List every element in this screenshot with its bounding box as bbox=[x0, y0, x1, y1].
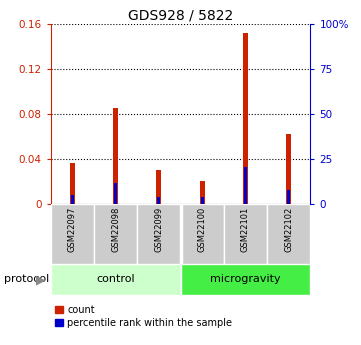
Bar bbox=[286, 134, 291, 204]
Bar bbox=[51, 264, 180, 295]
Text: GSM22097: GSM22097 bbox=[68, 207, 77, 252]
Bar bbox=[114, 184, 117, 204]
Bar bbox=[71, 195, 74, 204]
Bar bbox=[200, 181, 205, 204]
Text: GSM22098: GSM22098 bbox=[111, 207, 120, 252]
Bar bbox=[94, 204, 137, 264]
Bar bbox=[180, 204, 224, 264]
Text: GSM22102: GSM22102 bbox=[284, 207, 293, 252]
Bar bbox=[267, 204, 310, 264]
Text: protocol: protocol bbox=[4, 275, 49, 284]
Bar bbox=[51, 204, 94, 264]
Text: ▶: ▶ bbox=[36, 273, 45, 286]
Bar bbox=[243, 33, 248, 204]
Text: GDS928 / 5822: GDS928 / 5822 bbox=[128, 9, 233, 23]
Bar bbox=[137, 204, 180, 264]
Text: GSM22099: GSM22099 bbox=[155, 207, 163, 252]
Bar bbox=[201, 197, 204, 204]
Text: GSM22100: GSM22100 bbox=[198, 207, 206, 252]
Text: GSM22101: GSM22101 bbox=[241, 207, 250, 252]
Text: microgravity: microgravity bbox=[210, 275, 281, 284]
Bar bbox=[157, 197, 160, 204]
Bar bbox=[224, 204, 267, 264]
Bar bbox=[70, 163, 75, 204]
Bar bbox=[244, 167, 247, 204]
Bar bbox=[180, 264, 310, 295]
Text: control: control bbox=[96, 275, 135, 284]
Bar bbox=[156, 170, 161, 204]
Bar bbox=[287, 190, 290, 204]
Legend: count, percentile rank within the sample: count, percentile rank within the sample bbox=[55, 305, 232, 328]
Bar bbox=[113, 108, 118, 204]
